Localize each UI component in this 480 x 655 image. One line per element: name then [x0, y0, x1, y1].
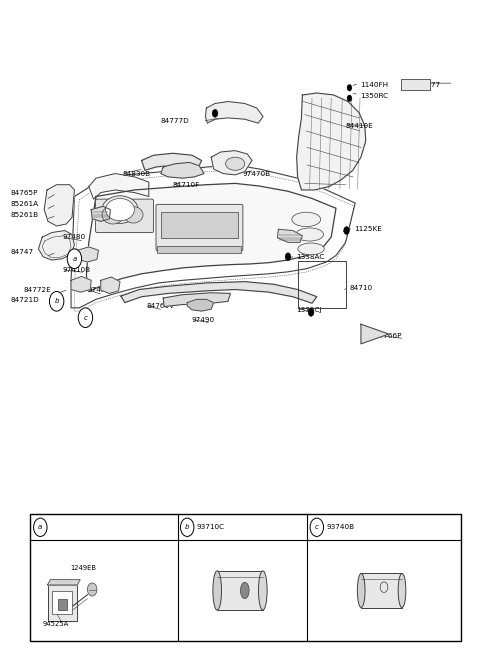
Circle shape [34, 518, 47, 536]
Text: 97470B: 97470B [242, 170, 271, 177]
Text: b: b [185, 524, 190, 531]
FancyBboxPatch shape [361, 574, 402, 608]
Text: 84772E: 84772E [23, 286, 51, 293]
Text: 94525A: 94525A [43, 621, 69, 627]
Circle shape [308, 309, 314, 316]
Ellipse shape [124, 207, 143, 223]
Text: 84710F: 84710F [173, 181, 200, 188]
Text: c: c [315, 524, 319, 531]
Text: a: a [72, 255, 76, 262]
Circle shape [347, 95, 352, 102]
Text: 97410B: 97410B [62, 267, 91, 273]
Ellipse shape [106, 198, 134, 221]
Circle shape [310, 518, 324, 536]
FancyBboxPatch shape [30, 514, 461, 641]
Ellipse shape [258, 571, 267, 610]
Text: 85261A: 85261A [11, 201, 39, 208]
Ellipse shape [226, 157, 245, 170]
Polygon shape [44, 185, 74, 226]
Text: 97420: 97420 [87, 286, 110, 293]
Polygon shape [89, 174, 149, 199]
FancyBboxPatch shape [52, 591, 72, 614]
Ellipse shape [102, 206, 124, 224]
Text: 84721D: 84721D [11, 297, 39, 303]
Polygon shape [163, 293, 230, 307]
Circle shape [347, 84, 352, 91]
Circle shape [344, 227, 349, 234]
Circle shape [383, 586, 385, 590]
Text: 84747: 84747 [11, 249, 34, 255]
Text: 84830B: 84830B [122, 170, 151, 177]
Ellipse shape [298, 243, 324, 255]
Polygon shape [101, 277, 120, 293]
Text: 97480: 97480 [62, 234, 85, 240]
Polygon shape [38, 231, 74, 260]
Text: 84766P: 84766P [374, 333, 402, 339]
FancyBboxPatch shape [58, 599, 67, 610]
Polygon shape [91, 206, 110, 221]
Text: 84477: 84477 [418, 82, 441, 88]
Circle shape [87, 583, 97, 596]
Polygon shape [161, 162, 204, 178]
Circle shape [285, 253, 291, 261]
Text: 1338AC: 1338AC [297, 254, 325, 261]
Polygon shape [297, 93, 366, 190]
Polygon shape [277, 229, 302, 242]
Circle shape [67, 249, 82, 269]
Polygon shape [86, 183, 336, 291]
Polygon shape [71, 276, 91, 292]
Text: 84410E: 84410E [346, 122, 373, 129]
Text: 84777D: 84777D [161, 118, 190, 124]
Ellipse shape [292, 212, 321, 227]
Polygon shape [48, 580, 80, 585]
Text: 93740B: 93740B [326, 524, 355, 531]
Polygon shape [187, 299, 214, 311]
Text: c: c [84, 314, 87, 321]
Text: 84710: 84710 [349, 285, 372, 291]
Polygon shape [211, 151, 252, 175]
FancyBboxPatch shape [48, 585, 77, 621]
Polygon shape [205, 102, 263, 123]
Text: 1140FH: 1140FH [360, 82, 388, 88]
Ellipse shape [102, 196, 138, 223]
Polygon shape [71, 165, 355, 308]
Polygon shape [361, 324, 389, 344]
Text: 1125KE: 1125KE [354, 226, 382, 233]
Circle shape [78, 308, 93, 328]
Circle shape [180, 518, 194, 536]
Text: b: b [54, 298, 59, 305]
FancyBboxPatch shape [401, 79, 430, 90]
FancyBboxPatch shape [161, 212, 238, 238]
Text: 93710C: 93710C [197, 524, 225, 531]
Text: 84760V: 84760V [146, 303, 175, 309]
Polygon shape [142, 153, 202, 170]
FancyBboxPatch shape [217, 571, 263, 610]
Text: 1249EB: 1249EB [71, 565, 96, 571]
Polygon shape [78, 247, 98, 262]
Text: 1335CJ: 1335CJ [297, 307, 322, 313]
FancyBboxPatch shape [96, 199, 154, 233]
Ellipse shape [296, 228, 324, 241]
Circle shape [212, 109, 218, 117]
Polygon shape [121, 282, 317, 303]
Text: 84765P: 84765P [11, 190, 38, 196]
Text: 97490: 97490 [192, 316, 215, 323]
Ellipse shape [240, 582, 249, 599]
Ellipse shape [213, 571, 222, 610]
Ellipse shape [398, 574, 406, 608]
Text: 1350RC: 1350RC [360, 93, 388, 100]
FancyBboxPatch shape [157, 246, 241, 253]
Circle shape [49, 291, 64, 311]
Text: a: a [38, 524, 42, 531]
Ellipse shape [358, 574, 365, 608]
FancyBboxPatch shape [156, 204, 243, 251]
Text: 85261B: 85261B [11, 212, 39, 219]
